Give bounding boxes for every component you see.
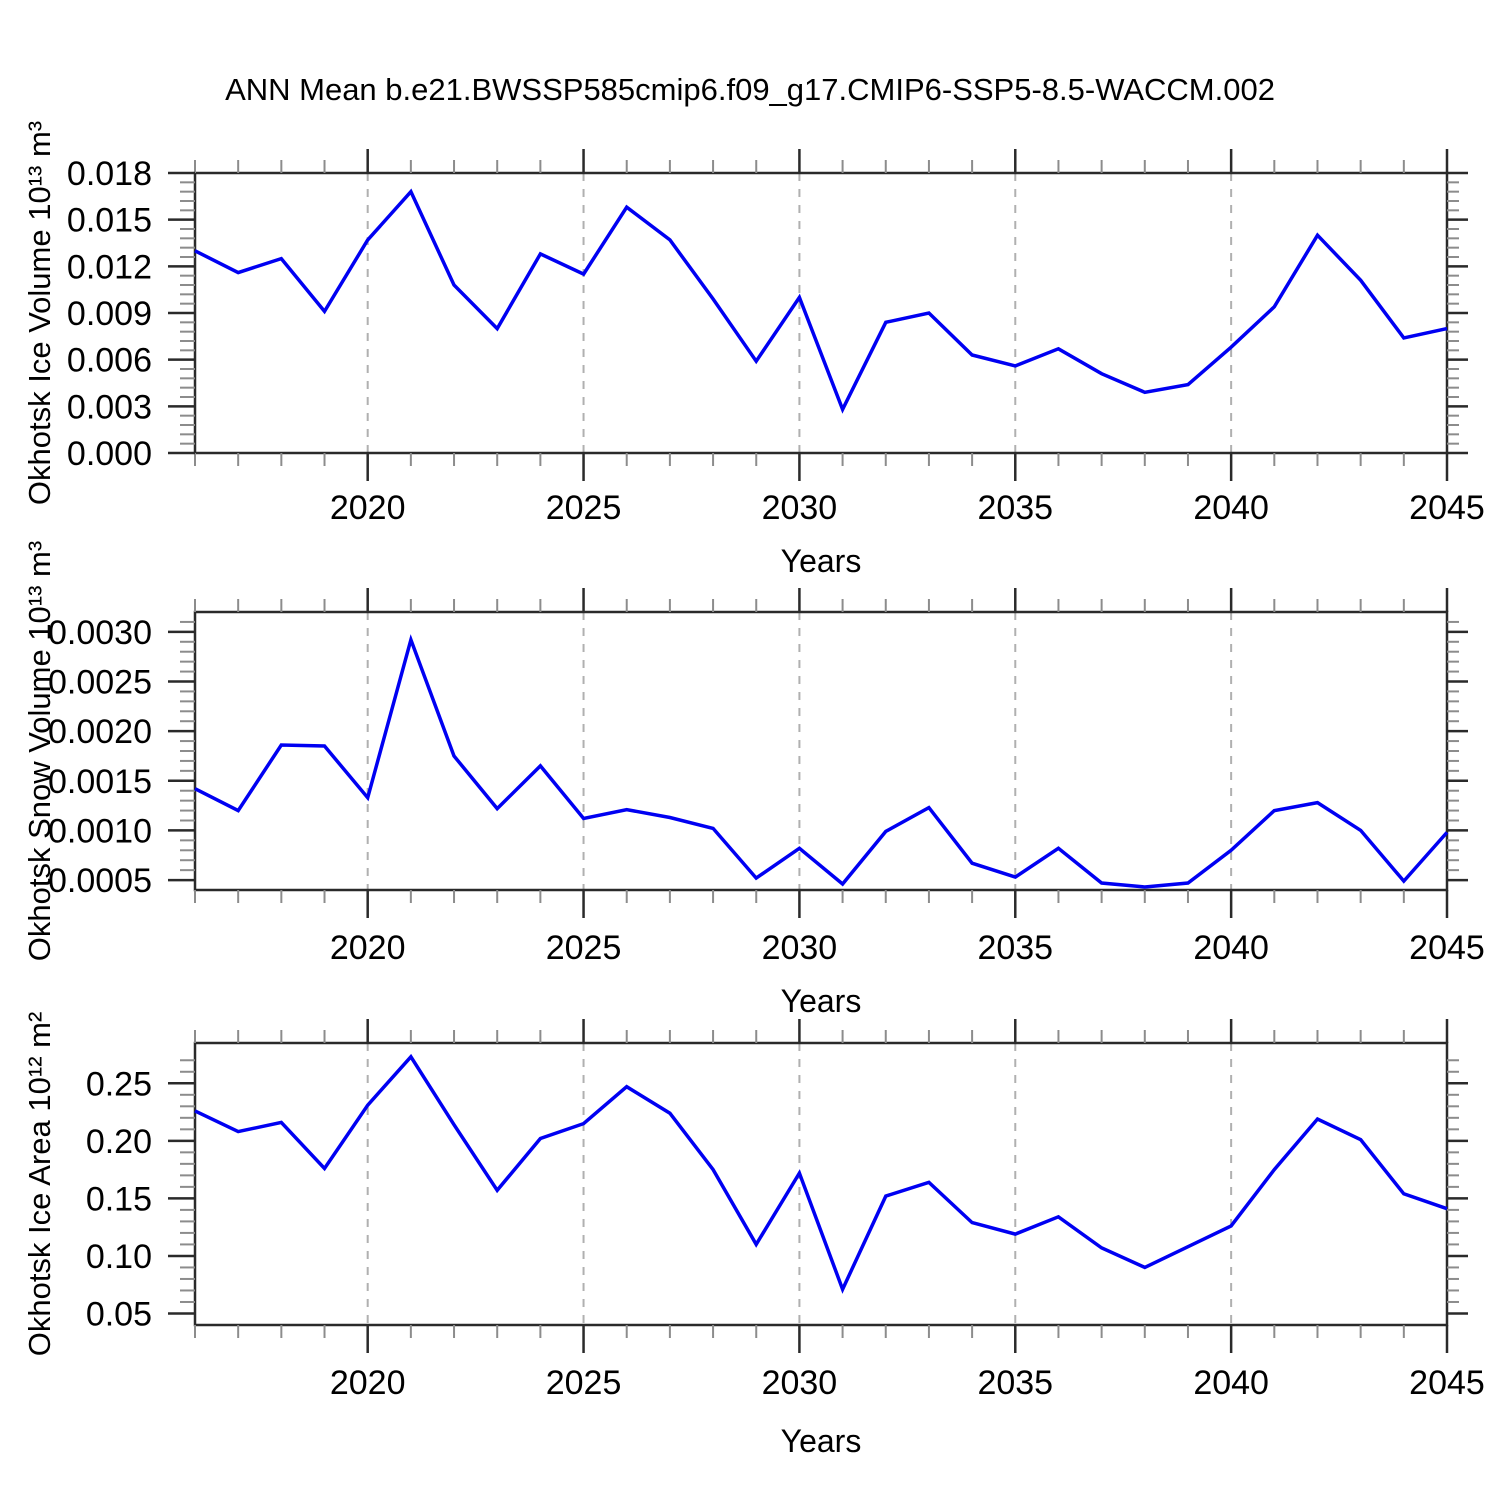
y-tick-label: 0.0005 (48, 862, 152, 900)
chart-title: ANN Mean b.e21.BWSSP585cmip6.f09_g17.CMI… (225, 72, 1275, 107)
x-tick-label: 2025 (546, 489, 622, 527)
x-tick-label: 2040 (1193, 1364, 1269, 1402)
x-tick-label: 2040 (1193, 929, 1269, 967)
x-tick-label: 2030 (762, 1364, 838, 1402)
x-tick-label: 2020 (330, 489, 406, 527)
x-tick-label: 2035 (977, 929, 1053, 967)
x-tick-label: 2025 (546, 929, 622, 967)
y-tick-label: 0.006 (67, 342, 152, 380)
y-tick-label: 0.015 (67, 202, 152, 240)
x-tick-label: 2025 (546, 1364, 622, 1402)
y-tick-label: 0.012 (67, 248, 152, 286)
x-axis-label-years-panel-3: Years (780, 1423, 862, 1459)
plot-frame (193, 610, 1449, 892)
x-axis-label-years-panel-2: Years (780, 983, 862, 1019)
data-line-series (194, 634, 1449, 889)
x-tick-label: 2045 (1409, 1364, 1485, 1402)
y-tick-label: 0.15 (86, 1180, 152, 1218)
y-tick-label: 0.009 (67, 295, 152, 333)
y-tick-label: 0.0015 (48, 763, 152, 801)
data-line-series (194, 1053, 1448, 1294)
y-tick-label: 0.0030 (48, 614, 152, 652)
x-tick-label: 2030 (762, 929, 838, 967)
y-tick-label: 0.000 (67, 435, 152, 473)
x-tick-label: 2045 (1409, 929, 1485, 967)
x-tick-label: 2030 (762, 489, 838, 527)
x-axis-label-years-panel-1: Years (780, 543, 862, 579)
x-tick-label: 2035 (977, 489, 1053, 527)
y-tick-label: 0.25 (86, 1065, 152, 1103)
x-tick-label: 2045 (1409, 489, 1485, 527)
x-tick-label: 2040 (1193, 489, 1269, 527)
y-tick-label: 0.0010 (48, 812, 152, 850)
data-line-series (194, 188, 1448, 414)
x-tick-label: 2035 (977, 1364, 1053, 1402)
x-tick-label: 2020 (330, 1364, 406, 1402)
y-tick-label: 0.0025 (48, 664, 152, 702)
x-tick-label: 2020 (330, 929, 406, 967)
y-tick-label: 0.0020 (48, 713, 152, 751)
plot-frame (193, 1041, 1449, 1327)
y-tick-label: 0.05 (86, 1295, 152, 1333)
y-tick-label: 0.018 (67, 155, 152, 193)
plot-frame (193, 171, 1449, 455)
y-tick-label: 0.003 (67, 388, 152, 426)
y-tick-label: 0.20 (86, 1123, 152, 1161)
y-tick-label: 0.10 (86, 1238, 152, 1276)
